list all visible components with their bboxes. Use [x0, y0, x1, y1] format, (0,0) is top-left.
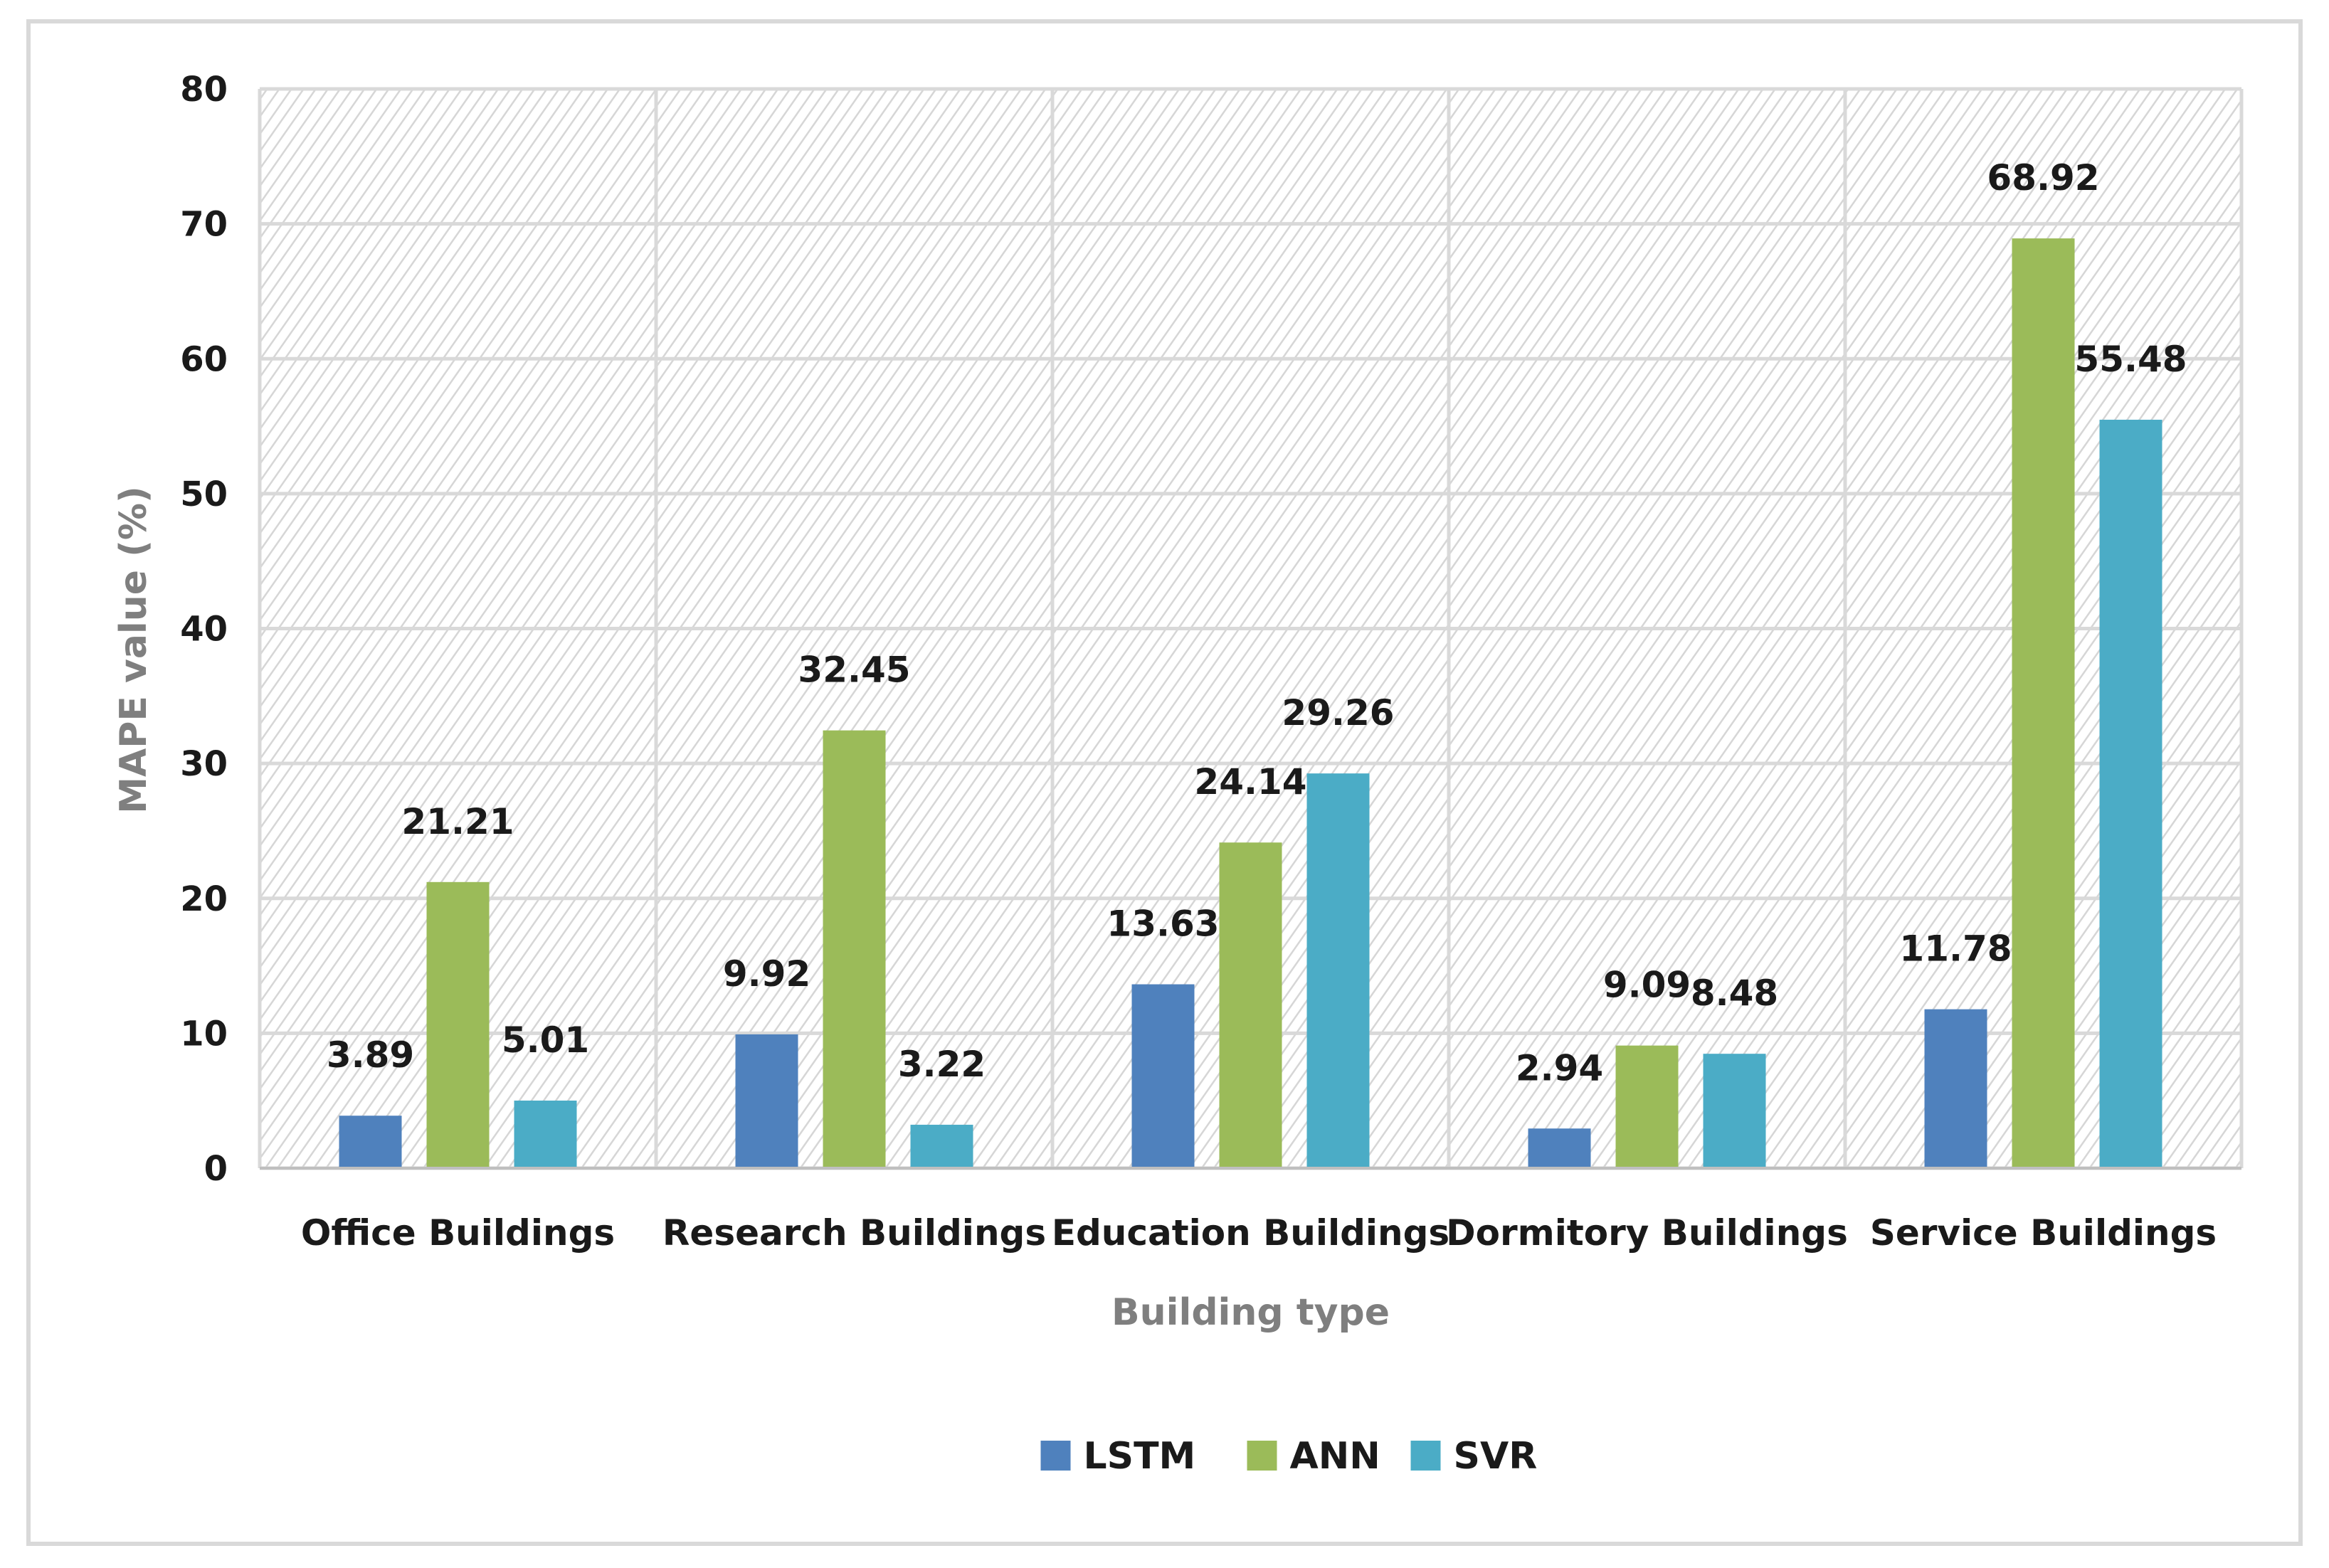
legend-label-lstm: LSTM — [1084, 1435, 1196, 1478]
y-axis-title: MAPE value (%) — [112, 486, 155, 814]
y-tick-label: 50 — [180, 475, 228, 514]
bars — [339, 238, 2162, 1169]
data-label-lstm: 3.89 — [327, 1034, 414, 1076]
bar-lstm — [339, 1116, 402, 1168]
y-axis-ticks: 0 10 20 30 40 50 60 70 80 — [180, 70, 228, 1189]
data-label-lstm: 13.63 — [1107, 904, 1219, 945]
data-label-svr: 55.48 — [2074, 339, 2187, 380]
x-axis-title: Building type — [1111, 1291, 1390, 1334]
x-tick-label: Education Buildings — [1052, 1212, 1449, 1254]
data-label-ann: 21.21 — [401, 801, 514, 842]
y-tick-label: 40 — [180, 610, 228, 650]
data-label-svr: 3.22 — [898, 1044, 986, 1085]
y-tick-label: 0 — [204, 1149, 228, 1189]
legend-swatch-lstm — [1040, 1441, 1071, 1471]
legend-label-ann: ANN — [1290, 1435, 1380, 1478]
bar-ann — [426, 881, 490, 1168]
bar-lstm — [1528, 1128, 1591, 1168]
bar-ann — [1615, 1045, 1679, 1168]
y-tick-label: 70 — [180, 205, 228, 245]
data-label-ann: 68.92 — [1987, 157, 2099, 198]
data-label-lstm: 9.92 — [723, 953, 810, 995]
bar-svr — [1306, 773, 1370, 1168]
data-label-ann: 9.09 — [1603, 965, 1691, 1006]
bar-svr — [514, 1100, 577, 1168]
x-tick-label: Office Buildings — [301, 1212, 615, 1254]
x-tick-label: Dormitory Buildings — [1446, 1212, 1848, 1254]
bar-svr — [1703, 1054, 1766, 1168]
data-label-svr: 5.01 — [502, 1019, 589, 1061]
y-tick-label: 80 — [180, 70, 228, 110]
data-label-lstm: 11.78 — [1899, 928, 2012, 970]
data-label-lstm: 2.94 — [1516, 1047, 1603, 1088]
data-label-ann: 32.45 — [798, 650, 910, 691]
bar-lstm — [735, 1034, 798, 1168]
x-tick-label: Research Buildings — [662, 1212, 1046, 1254]
bar-lstm — [1924, 1009, 1987, 1168]
x-tick-label: Service Buildings — [1870, 1212, 2217, 1254]
y-tick-label: 30 — [180, 744, 228, 784]
y-tick-label: 10 — [180, 1014, 228, 1054]
y-tick-label: 20 — [180, 879, 228, 919]
bar-lstm — [1131, 984, 1195, 1168]
x-axis-categories: Office Buildings Research Buildings Educat… — [301, 1212, 2217, 1254]
data-label-svr: 8.48 — [1691, 973, 1778, 1014]
legend-swatch-svr — [1410, 1441, 1441, 1471]
bar-svr — [2099, 419, 2162, 1169]
bar-svr — [910, 1124, 973, 1168]
gridlines — [258, 87, 2244, 1170]
bar-ann — [2012, 238, 2075, 1168]
legend-swatch-ann — [1247, 1441, 1277, 1471]
data-label-svr: 29.26 — [1282, 692, 1394, 733]
bar-ann — [823, 730, 886, 1168]
data-label-ann: 24.14 — [1194, 761, 1306, 802]
legend: LSTM ANN SVR — [1040, 1435, 1538, 1478]
y-tick-label: 60 — [180, 339, 228, 379]
bar-ann — [1219, 842, 1282, 1168]
legend-label-svr: SVR — [1454, 1435, 1538, 1478]
data-labels: 3.89 21.21 5.01 9.92 32.45 3.22 13.63 24.14 29.2… — [327, 157, 2187, 1088]
